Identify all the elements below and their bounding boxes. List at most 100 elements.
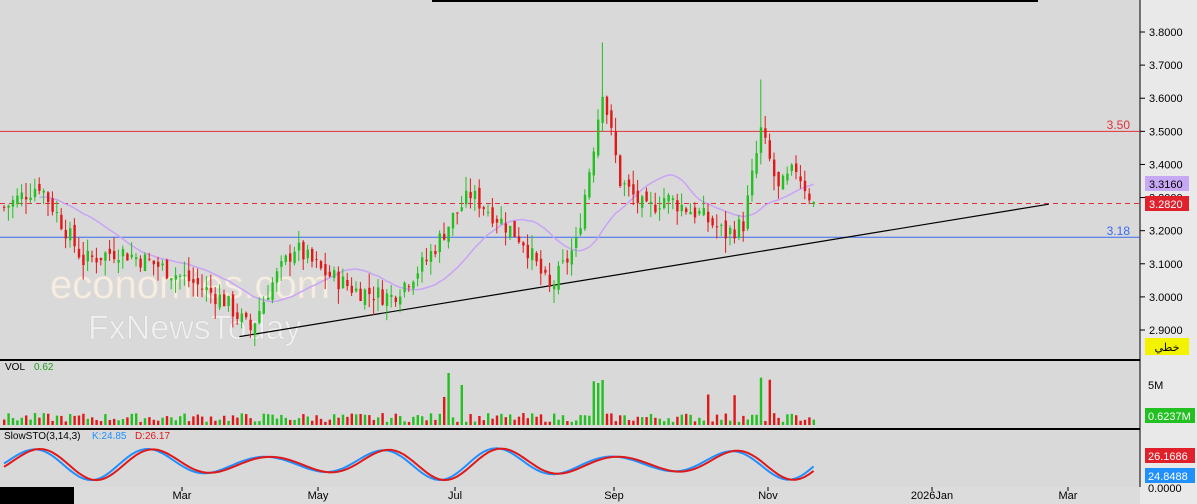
volume-bar — [179, 416, 182, 425]
watermark-economies: economies.com — [50, 263, 330, 307]
candle-body — [425, 259, 428, 262]
candle-body — [231, 294, 235, 317]
candle-body — [196, 277, 199, 285]
volume-bar — [680, 414, 683, 425]
volume-bar — [240, 413, 243, 425]
candle-body — [729, 227, 732, 235]
volume-bar — [218, 419, 221, 425]
candle-body — [407, 286, 411, 288]
candle-body — [548, 274, 551, 287]
candle-body — [139, 258, 142, 268]
volume-bar — [539, 414, 543, 425]
candle-body — [143, 254, 147, 272]
candle-body — [610, 110, 613, 128]
candle-body — [588, 172, 591, 198]
volume-bar — [755, 414, 758, 425]
volume-bar — [751, 414, 754, 425]
volume-bar — [759, 377, 763, 425]
x-tick-label: Mar — [173, 490, 192, 502]
volume-bar — [412, 416, 415, 425]
candle-body — [790, 164, 793, 172]
candle-body — [755, 153, 758, 174]
volume-bar — [130, 413, 133, 425]
candle-body — [73, 224, 76, 247]
volume-bar — [108, 419, 111, 425]
candle-body — [575, 237, 578, 248]
volume-bar — [711, 421, 714, 425]
candle-body — [605, 96, 609, 115]
volume-bar — [583, 415, 587, 425]
candle-body — [165, 259, 169, 279]
volume-tick-5m: 5M — [1148, 380, 1163, 392]
volume-bar — [500, 413, 503, 425]
volume-bar — [605, 413, 609, 425]
candle-body — [517, 236, 521, 243]
volume-bar — [11, 418, 15, 425]
candle-body — [51, 198, 54, 212]
volume-bar — [460, 385, 463, 425]
candle-body — [601, 96, 604, 123]
candle-body — [69, 228, 72, 241]
volume-bar — [315, 415, 318, 425]
candle-body — [456, 212, 459, 214]
candle-body — [513, 220, 516, 237]
ma-badge-text: 3.3160 — [1149, 179, 1183, 191]
candle-body — [108, 248, 111, 254]
volume-badge — [1145, 408, 1195, 423]
candle-body — [245, 312, 248, 318]
candle-body — [113, 250, 116, 260]
candle-body — [685, 208, 688, 213]
candle-body — [29, 197, 32, 200]
volume-bar — [592, 381, 595, 425]
volume-bar — [768, 379, 771, 425]
volume-bar — [636, 416, 639, 425]
volume-bar — [632, 420, 635, 425]
volume-bar — [262, 413, 265, 425]
volume-bar — [333, 414, 336, 425]
volume-bar — [487, 413, 490, 425]
candle-body — [337, 271, 340, 290]
indicator-badge-text: خطي — [1155, 342, 1180, 354]
candle-body — [284, 255, 287, 262]
volume-bar — [623, 415, 626, 425]
x-axis-left-block — [0, 487, 74, 504]
volume-bar — [566, 421, 569, 425]
volume-bar — [491, 418, 494, 425]
candle-body — [399, 296, 402, 305]
volume-bar — [293, 419, 296, 425]
volume-bar — [526, 418, 529, 425]
candle-body — [126, 253, 129, 261]
top-bar — [432, 0, 1038, 2]
candle-body — [737, 219, 741, 238]
candle-body — [271, 282, 274, 300]
candle-body — [416, 273, 419, 279]
stochastic-lines-layer — [3, 447, 815, 482]
volume-bar — [517, 416, 521, 425]
candle-body — [495, 218, 499, 223]
volume-bar — [319, 418, 323, 425]
volume-bar — [152, 419, 155, 425]
candle-body — [289, 253, 292, 262]
candle-body — [504, 223, 507, 233]
level-label-318: 3.18 — [1107, 224, 1131, 238]
volume-bar — [482, 420, 485, 425]
candle-body — [227, 296, 230, 307]
volume-bar — [451, 417, 455, 425]
candle-body — [377, 287, 380, 298]
volume-bar — [579, 415, 582, 425]
volume-bar — [33, 413, 37, 425]
candle-body — [619, 155, 622, 187]
candle-body — [636, 190, 639, 203]
volume-bar — [478, 415, 481, 425]
candle-body — [157, 261, 160, 267]
candle-body — [315, 259, 318, 261]
candle-body — [161, 263, 164, 266]
volume-bar — [73, 415, 76, 425]
candle-body — [170, 278, 173, 281]
volume-bar — [214, 420, 217, 425]
candle-body — [293, 251, 296, 264]
volume-bar — [399, 416, 402, 425]
volume-badge-text: 0.6237M — [1148, 411, 1191, 423]
volume-bar — [275, 418, 279, 425]
candle-body — [324, 264, 327, 276]
